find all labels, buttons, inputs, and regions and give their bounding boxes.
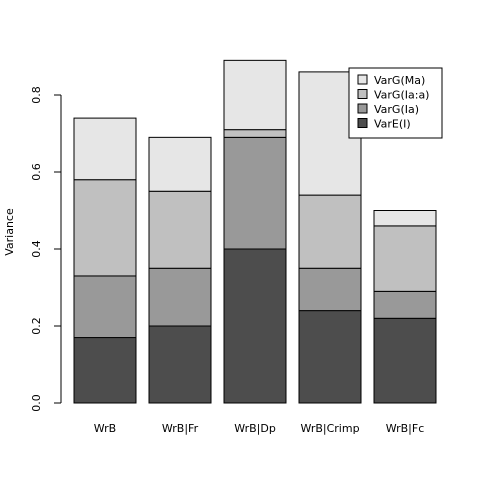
bar-segment <box>298 310 362 404</box>
bar-segment <box>148 325 212 404</box>
legend: VarG(Ma) VarG(Ia:a)VarG(Ia) VarE(I) <box>348 67 443 139</box>
bar-segment <box>373 210 437 227</box>
y-axis-label: Variance <box>3 208 16 256</box>
bar-segment <box>148 267 212 327</box>
bar-segment <box>73 117 137 181</box>
bar-segment <box>298 267 362 312</box>
bar-segment <box>73 337 137 404</box>
y-tick-label: 0.4 <box>30 240 43 258</box>
bar-segment <box>223 129 287 138</box>
legend-label: VarE(I) <box>374 118 411 131</box>
bar-segment <box>223 59 287 131</box>
legend-swatch <box>357 118 368 128</box>
bar-segment <box>73 275 137 339</box>
bar-segment <box>373 317 437 404</box>
y-tick-label: 0.2 <box>30 317 43 335</box>
bar-segment <box>223 248 287 404</box>
bar-segment <box>298 194 362 269</box>
bar-segment <box>148 136 212 192</box>
bar-segment <box>148 190 212 269</box>
x-tick-label: WrB|Fr <box>162 422 199 435</box>
bars-group <box>73 59 437 404</box>
y-axis: 0.0 0.2 0.4 0.6 0.8 <box>30 86 62 412</box>
legend-label: VarG(Ma) <box>374 74 425 87</box>
legend-label: VarG(Ia) <box>374 103 419 116</box>
x-tick-label: WrB <box>94 422 116 435</box>
x-tick-label: WrB|Dp <box>234 422 276 435</box>
legend-swatch <box>357 103 368 114</box>
bar-segment <box>73 179 137 277</box>
legend-swatch <box>357 74 368 85</box>
bar-segment <box>373 290 437 319</box>
bar-segment <box>373 225 437 292</box>
x-tick-label: WrB|Crimp <box>300 422 359 435</box>
x-tick-labels: WrB WrB|Fr WrB|Dp WrB|Crimp WrB|Fc <box>94 422 425 435</box>
legend-label: VarG(Ia:a) <box>374 89 429 102</box>
y-tick-label: 0.6 <box>30 163 43 181</box>
y-tick-label: 0.8 <box>30 86 43 104</box>
x-tick-label: WrB|Fc <box>386 422 425 435</box>
y-tick-label: 0.0 <box>30 394 43 412</box>
legend-swatch <box>357 89 368 99</box>
bar-segment <box>223 136 287 250</box>
